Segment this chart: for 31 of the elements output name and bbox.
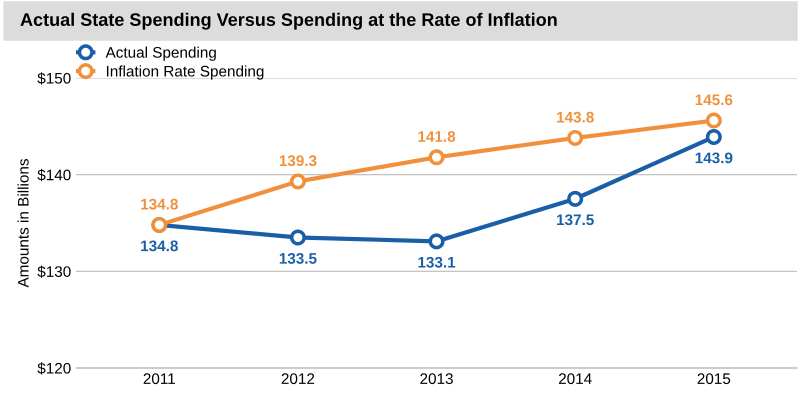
- y-tick-label: $120: [37, 362, 71, 375]
- data-label: 143.8: [557, 112, 594, 123]
- point: [706, 128, 722, 145]
- y-tick-label: $140: [37, 168, 71, 182]
- x-tick-label: 2011: [144, 373, 175, 384]
- y-tick-label: $130: [37, 266, 71, 278]
- point: [290, 230, 306, 246]
- point: [290, 173, 306, 190]
- x-tick-label: 2015: [698, 373, 730, 384]
- point: [428, 233, 445, 250]
- y-axis-title: Amounts in Billions: [17, 159, 29, 288]
- data-label: 134.8: [141, 240, 178, 252]
- data-label: 133.5: [280, 253, 317, 264]
- x-tick-label: 2014: [558, 373, 592, 384]
- legend-label: Inflation Rate Spending: [106, 65, 264, 80]
- legend-label: Actual Spending: [106, 46, 216, 61]
- y-tick-label: $150: [37, 72, 71, 85]
- x-tick-label: 2013: [420, 373, 453, 384]
- chart-title: Actual State Spending Versus Spending at the Rate of Inflation: [20, 12, 557, 30]
- point: [567, 190, 584, 207]
- point: [428, 149, 445, 166]
- data-label: 143.9: [696, 152, 732, 164]
- data-label: 133.1: [418, 256, 456, 268]
- data-label: 134.8: [141, 198, 178, 210]
- data-label: 145.6: [696, 94, 732, 106]
- point: [567, 130, 584, 146]
- point: [706, 112, 722, 129]
- x-tick-label: 2012: [282, 373, 314, 384]
- data-label: 137.5: [557, 214, 594, 226]
- data-label: 139.3: [280, 155, 316, 166]
- data-label: 141.8: [418, 131, 456, 142]
